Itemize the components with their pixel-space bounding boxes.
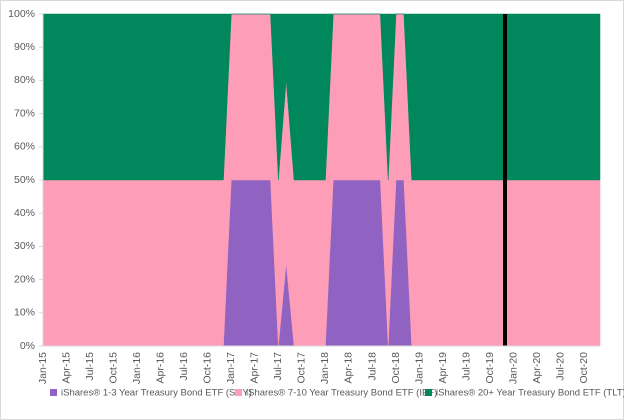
- legend-label: iShares® 7-10 Year Treasury Bond ETF (IE…: [246, 388, 437, 399]
- x-tick-label: Apr-20: [531, 352, 543, 384]
- x-tick-label: Jul-15: [84, 352, 96, 381]
- x-tick-label: Oct-15: [107, 352, 119, 384]
- x-tick-label: Oct-19: [484, 352, 496, 384]
- x-tick-label: Jan-17: [225, 352, 237, 384]
- y-tick-label: 100%: [8, 8, 35, 20]
- legend-swatch: [425, 389, 432, 396]
- x-tick-label: Jan-15: [37, 352, 49, 384]
- y-tick-label: 70%: [14, 107, 35, 119]
- x-tick-label: Oct-18: [390, 352, 402, 384]
- y-tick-label: 30%: [14, 240, 35, 252]
- y-tick-label: 20%: [14, 273, 35, 285]
- legend-swatch: [235, 389, 242, 396]
- x-tick-label: Apr-19: [437, 352, 449, 384]
- x-tick-label: Jul-17: [272, 352, 284, 381]
- legend-swatch: [50, 389, 57, 396]
- x-tick-label: Apr-18: [343, 352, 355, 384]
- y-tick-label: 0%: [20, 340, 35, 352]
- plot-area: [42, 13, 601, 347]
- x-tick-label: Jan-20: [507, 352, 519, 384]
- legend-label: iShares® 1-3 Year Treasury Bond ETF (SHY…: [61, 388, 252, 399]
- x-tick-label: Jan-19: [413, 352, 425, 384]
- x-tick-label: Apr-16: [154, 352, 166, 384]
- x-tick-label: Jul-16: [178, 352, 190, 381]
- x-tick-label: Oct-20: [578, 352, 590, 384]
- x-tick-label: Jul-19: [460, 352, 472, 381]
- area: [42, 13, 601, 181]
- y-tick-label: 50%: [14, 174, 35, 186]
- x-tick-label: Oct-17: [296, 352, 308, 384]
- x-tick-label: Jan-16: [131, 352, 143, 384]
- x-tick-label: Oct-16: [202, 352, 214, 384]
- y-tick-label: 90%: [14, 41, 35, 53]
- y-tick-label: 80%: [14, 74, 35, 86]
- y-tick-label: 60%: [14, 141, 35, 153]
- legend-label: iShares® 20+ Year Treasury Bond ETF (TLT…: [436, 388, 624, 399]
- x-tick-label: Jul-20: [555, 352, 567, 381]
- y-tick-label: 40%: [14, 207, 35, 219]
- x-tick-label: Jul-18: [366, 352, 378, 381]
- y-tick-label: 10%: [14, 307, 35, 319]
- x-tick-label: Jan-18: [319, 352, 331, 384]
- x-tick-label: Apr-15: [60, 352, 72, 384]
- x-tick-label: Apr-17: [249, 352, 261, 384]
